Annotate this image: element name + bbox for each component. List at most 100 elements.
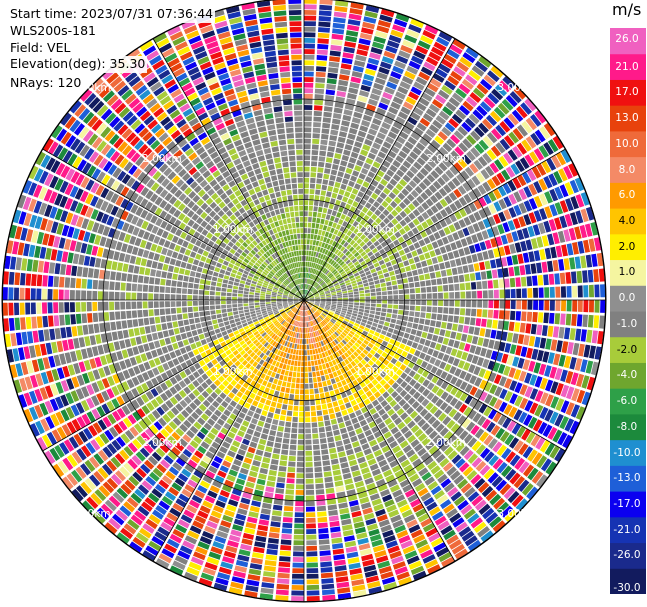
ppi-gate bbox=[428, 445, 439, 455]
ppi-gate bbox=[8, 318, 15, 331]
ppi-gate bbox=[346, 138, 355, 146]
ppi-gate bbox=[329, 447, 337, 454]
ppi-gate bbox=[320, 315, 325, 319]
ppi-gate bbox=[132, 319, 139, 327]
ppi-gate bbox=[304, 105, 313, 110]
ppi-gate bbox=[121, 320, 128, 329]
ppi-gate bbox=[396, 257, 403, 263]
ppi-gate bbox=[346, 230, 353, 237]
ppi-gate bbox=[491, 269, 498, 279]
ppi-gate bbox=[259, 330, 265, 335]
ppi-gate bbox=[431, 375, 439, 384]
ppi-gate bbox=[286, 478, 295, 484]
ppi-gate bbox=[390, 29, 404, 38]
ppi-gate bbox=[332, 401, 339, 407]
ppi-gate bbox=[89, 335, 97, 346]
ppi-gate bbox=[276, 301, 282, 303]
ppi-gate bbox=[270, 401, 277, 408]
ppi-gate bbox=[36, 316, 43, 328]
ppi-gate bbox=[331, 124, 340, 131]
ppi-gate bbox=[324, 326, 329, 331]
ppi-gate bbox=[108, 495, 121, 508]
ppi-gate bbox=[277, 302, 282, 305]
ppi-gate bbox=[472, 223, 481, 233]
ppi-gate bbox=[397, 192, 406, 201]
ppi-gate bbox=[308, 303, 313, 306]
ppi-gate bbox=[527, 225, 535, 238]
ppi-gate bbox=[348, 13, 362, 21]
ppi-gate bbox=[396, 55, 409, 64]
ppi-gate bbox=[242, 334, 248, 340]
ppi-gate bbox=[289, 394, 295, 400]
ppi-gate bbox=[451, 113, 463, 124]
ppi-gate bbox=[262, 348, 268, 354]
ppi-gate bbox=[226, 474, 236, 482]
ppi-gate bbox=[412, 175, 421, 185]
ppi-gate bbox=[143, 443, 154, 454]
ppi-gate bbox=[575, 328, 582, 341]
ppi-gate bbox=[306, 310, 309, 316]
ppi-gate bbox=[360, 393, 368, 401]
ppi-gate bbox=[136, 374, 145, 384]
ppi-gate bbox=[304, 289, 305, 295]
ppi-gate bbox=[462, 52, 476, 64]
ppi-gate bbox=[159, 286, 165, 293]
ppi-gate bbox=[224, 436, 233, 444]
ppi-gate bbox=[530, 434, 541, 447]
ppi-gate bbox=[331, 33, 344, 40]
ppi-gate bbox=[336, 290, 342, 293]
ppi-gate bbox=[393, 300, 399, 304]
ppi-gate bbox=[275, 322, 281, 328]
ppi-gate bbox=[424, 354, 431, 362]
ppi-gate bbox=[233, 518, 245, 527]
ppi-gate bbox=[340, 160, 348, 167]
ppi-gate bbox=[211, 400, 220, 408]
ppi-gate bbox=[312, 274, 315, 280]
ppi-gate bbox=[441, 126, 452, 137]
ppi-gate bbox=[521, 288, 527, 298]
ppi-gate bbox=[352, 313, 358, 317]
ppi-gate bbox=[382, 300, 388, 304]
ppi-gate bbox=[243, 294, 249, 298]
ppi-gate bbox=[187, 301, 193, 307]
ppi-gate bbox=[392, 159, 401, 168]
ppi-gate bbox=[394, 469, 405, 478]
ppi-gate bbox=[310, 400, 315, 406]
ppi-gate bbox=[407, 230, 415, 238]
ppi-gate bbox=[228, 315, 234, 321]
ppi-gate bbox=[92, 290, 98, 300]
ppi-gate bbox=[418, 274, 425, 281]
ppi-gate bbox=[477, 300, 483, 308]
ppi-gate bbox=[148, 301, 154, 309]
ppi-gate bbox=[392, 96, 404, 105]
ppi-gate bbox=[582, 314, 588, 328]
ppi-gate bbox=[474, 243, 482, 253]
ppi-gate bbox=[428, 124, 440, 134]
ppi-gate bbox=[272, 341, 277, 347]
ppi-gate bbox=[423, 497, 435, 507]
ppi-gate bbox=[391, 464, 402, 473]
ppi-gate bbox=[226, 304, 232, 309]
ppi-gate bbox=[410, 300, 416, 305]
ppi-gate bbox=[316, 354, 320, 360]
ppi-gate bbox=[152, 436, 162, 446]
ppi-gate bbox=[353, 261, 360, 266]
ppi-gate bbox=[348, 304, 354, 308]
ppi-gate bbox=[263, 314, 269, 318]
ppi-gate bbox=[363, 237, 370, 244]
ppi-gate bbox=[341, 120, 350, 127]
ppi-gate bbox=[256, 312, 262, 316]
ppi-gate bbox=[334, 312, 340, 316]
ppi-gate bbox=[291, 343, 295, 349]
ppi-gate bbox=[453, 474, 465, 485]
ppi-gate bbox=[442, 158, 452, 168]
ppi-gate bbox=[514, 322, 521, 332]
ppi-gate bbox=[497, 320, 504, 330]
ppi-gate bbox=[335, 0, 349, 7]
ppi-gate bbox=[80, 463, 91, 476]
ppi-gate bbox=[514, 242, 522, 253]
ppi-gate bbox=[379, 371, 387, 378]
ppi-gate bbox=[144, 497, 157, 508]
ppi-gate bbox=[324, 290, 330, 293]
ppi-gate bbox=[438, 89, 450, 100]
